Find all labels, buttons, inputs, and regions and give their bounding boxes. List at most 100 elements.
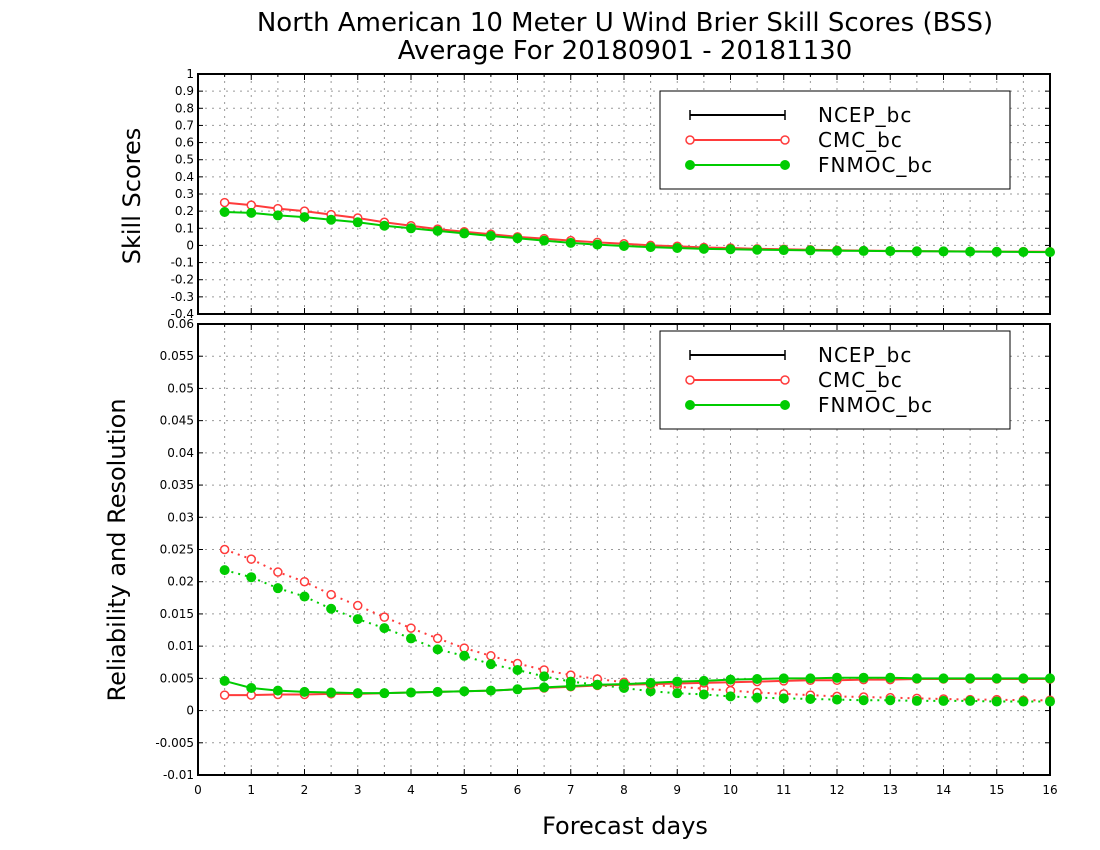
data-point [1045, 673, 1055, 684]
y-tick-label: 0.055 [160, 349, 194, 363]
plot-frame [197, 323, 1051, 776]
y-tick-label: 0.06 [167, 317, 194, 331]
legend-marker [780, 160, 790, 170]
data-point [1045, 696, 1055, 707]
x-tick-label: 6 [514, 783, 522, 797]
data-point [299, 686, 310, 697]
data-point [752, 674, 763, 685]
legend-label: FNMOC_bc [818, 153, 933, 177]
data-point [512, 684, 523, 695]
y-tick-label: 0.045 [160, 414, 194, 428]
data-point [299, 212, 310, 223]
data-point [938, 673, 949, 684]
data-point [938, 246, 949, 257]
y-tick-label: 1 [186, 67, 194, 81]
data-point [539, 235, 550, 246]
data-point [911, 695, 922, 706]
data-point [353, 600, 363, 611]
legend-marker [780, 135, 790, 145]
data-point [645, 242, 656, 253]
y-tick-label: 0.01 [167, 639, 194, 653]
y-tick-label: 0.9 [175, 84, 194, 98]
data-point [672, 688, 683, 699]
y-tick-label: -0.4 [171, 307, 194, 321]
y-tick-label: 0.02 [167, 575, 194, 589]
data-point [379, 688, 390, 699]
data-point [725, 691, 736, 702]
legend-marker [685, 400, 695, 410]
legend-marker [780, 375, 790, 385]
y-tick-label: -0.1 [171, 256, 194, 270]
data-point [938, 695, 949, 706]
data-point [832, 694, 842, 705]
x-axis-label: Forecast days [542, 812, 708, 840]
y-tick-label: 0.8 [175, 101, 194, 115]
series-line [224, 201, 1051, 253]
data-point [273, 567, 283, 577]
data-point [432, 633, 443, 644]
data-point [965, 695, 976, 706]
y-tick-label: 0.03 [167, 510, 194, 524]
y-tick-label: 0.3 [175, 187, 194, 201]
x-tick-label: 5 [460, 783, 468, 797]
data-point [1018, 673, 1029, 684]
data-point [1018, 246, 1029, 257]
data-point [672, 243, 683, 253]
data-point [352, 217, 363, 228]
x-tick-label: 16 [1042, 783, 1057, 797]
series-line [224, 569, 1050, 703]
data-point [592, 239, 603, 250]
data-point [406, 687, 416, 698]
legend-marker [780, 400, 790, 410]
data-point [645, 677, 656, 688]
series-line [224, 211, 1051, 254]
data-point [885, 695, 896, 706]
top-y-axis-label: Skill Scores [118, 128, 146, 265]
x-tick-label: 3 [354, 783, 362, 797]
data-point [219, 690, 230, 700]
data-point [832, 245, 842, 256]
data-point [885, 672, 896, 683]
data-point [485, 659, 496, 670]
data-point [219, 565, 230, 576]
data-point [326, 603, 337, 614]
data-point [858, 695, 869, 706]
legend-marker [685, 375, 695, 385]
y-tick-label: 0 [186, 704, 194, 718]
data-point [246, 207, 257, 218]
data-point [539, 682, 550, 693]
legend-label: NCEP_bc [818, 103, 912, 127]
data-point [272, 210, 283, 221]
data-point [379, 623, 390, 634]
data-point [246, 683, 257, 694]
x-tick-label: 0 [194, 783, 202, 797]
y-tick-label: 0.5 [175, 153, 194, 167]
y-tick-label: -0.3 [171, 290, 194, 304]
y-tick-label: 0.005 [160, 671, 194, 685]
data-point [991, 696, 1002, 707]
y-tick-label: 0.015 [160, 607, 194, 621]
x-tick-label: 14 [936, 783, 951, 797]
y-tick-label: 0.025 [160, 543, 194, 557]
data-point [565, 237, 576, 248]
data-point [725, 244, 736, 255]
data-point [1045, 247, 1055, 258]
data-point [725, 674, 736, 685]
data-point [991, 246, 1002, 257]
data-point [858, 245, 869, 256]
legend-marker [685, 135, 695, 145]
series-FNMOC_bc [219, 207, 1055, 258]
x-tick-label: 8 [620, 783, 628, 797]
legend-marker [685, 160, 695, 170]
x-tick-label: 7 [567, 783, 575, 797]
data-point [272, 685, 283, 696]
data-point [486, 651, 496, 661]
x-tick-label: 15 [989, 783, 1004, 797]
data-point [352, 614, 363, 625]
bottom-y-axis-label: Reliability and Resolution [103, 398, 131, 701]
plot-frame [197, 73, 1051, 315]
data-point [219, 207, 230, 217]
